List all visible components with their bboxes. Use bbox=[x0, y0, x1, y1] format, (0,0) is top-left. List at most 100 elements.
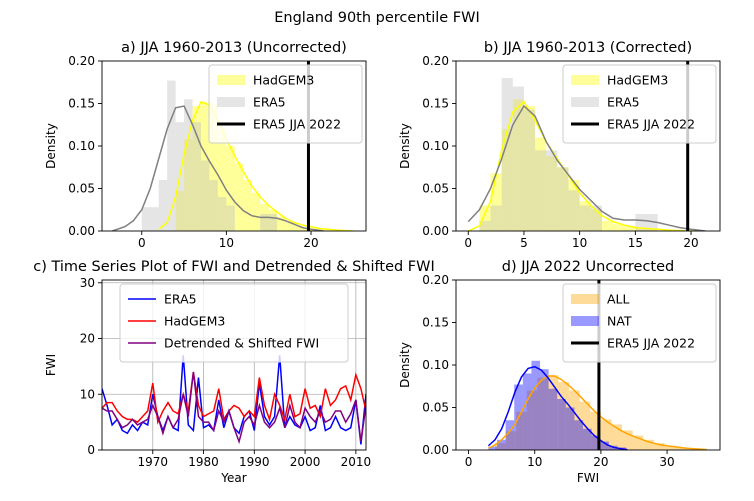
hist-bar-all bbox=[611, 424, 623, 450]
hist-bar-hadgem3 bbox=[579, 201, 591, 231]
hist-bar-hadgem3 bbox=[268, 209, 278, 231]
x-tick-label: 10 bbox=[527, 455, 542, 469]
hist-bar-nat bbox=[540, 369, 549, 450]
legend-swatch bbox=[571, 316, 599, 326]
hist-bar-hadgem3 bbox=[601, 220, 614, 231]
x-tick-label: 1970 bbox=[137, 455, 168, 469]
hist-bar-hadgem3 bbox=[201, 101, 210, 231]
hist-bar-era5 bbox=[217, 197, 227, 231]
hist-bar-era5 bbox=[512, 86, 524, 231]
axes-frame bbox=[101, 279, 367, 451]
panel-c: 1970 1980 1990 2000 2010 0 10 20 30c) Time Serie… bbox=[33, 259, 435, 485]
hist-bar-all bbox=[495, 443, 506, 450]
y-tick-label: 0.05 bbox=[422, 182, 449, 196]
kde-line-hadgem bbox=[158, 100, 354, 231]
hist-bar-era5 bbox=[579, 205, 591, 231]
hist-bar-hadgem3 bbox=[613, 224, 625, 231]
legend-label: ERA5 JJA 2022 bbox=[253, 117, 341, 132]
hist-bar-nat bbox=[488, 446, 498, 450]
hist-bar-all bbox=[600, 419, 612, 450]
hist-bar-hadgem3 bbox=[546, 156, 558, 231]
y-axis-label: Density bbox=[398, 342, 412, 388]
hist-bar-era5 bbox=[635, 214, 658, 231]
series-line-detrended-shifted-fwi bbox=[102, 371, 366, 445]
panel-title: b) JJA 1960-2013 (Corrected) bbox=[484, 40, 692, 56]
hist-bar-era5 bbox=[501, 78, 513, 231]
series-line-era5 bbox=[102, 355, 366, 445]
hist-bar-era5 bbox=[479, 220, 491, 231]
hist-bar-all bbox=[643, 439, 654, 450]
x-tick-label: 15 bbox=[628, 236, 643, 250]
hist-bar-hadgem3 bbox=[568, 180, 580, 231]
x-tick-label: 2000 bbox=[290, 455, 321, 469]
legend-label: ERA5 bbox=[253, 95, 286, 110]
x-axis-label: Year bbox=[220, 471, 246, 485]
hist-bar-hadgem3 bbox=[184, 139, 193, 231]
legend-swatch bbox=[571, 97, 599, 107]
y-tick-label: 0.15 bbox=[68, 97, 95, 111]
hist-bar-nat bbox=[583, 428, 592, 450]
hist-bar-era5 bbox=[557, 167, 569, 231]
y-axis-label: Density bbox=[44, 123, 58, 169]
hist-bar-all bbox=[516, 411, 527, 450]
y-tick-label: 0.00 bbox=[68, 224, 95, 238]
y-tick-label: 0.15 bbox=[422, 316, 449, 330]
kde-line-era5_kde bbox=[111, 105, 324, 231]
legend-frame bbox=[562, 64, 717, 144]
hist-bar-all bbox=[653, 443, 665, 450]
hist-bar-era5 bbox=[226, 205, 235, 231]
hist-bar-all bbox=[547, 375, 559, 450]
legend-label: ALL bbox=[607, 292, 630, 307]
kde-line-hadgem bbox=[467, 100, 703, 231]
kde-line-nat bbox=[487, 365, 628, 450]
hist-bar-hadgem3 bbox=[479, 205, 491, 231]
hist-bar-nat bbox=[522, 373, 532, 450]
hist-bar-nat bbox=[497, 439, 506, 450]
y-tick-label: 20 bbox=[80, 332, 95, 346]
y-tick-label: 0.20 bbox=[422, 54, 449, 68]
panel-title: d) JJA 2022 Uncorrected bbox=[502, 259, 675, 275]
hist-bar-hadgem3 bbox=[646, 228, 658, 231]
x-tick-label: 10 bbox=[572, 236, 587, 250]
y-tick-label: 30 bbox=[80, 276, 95, 290]
y-tick-label: 0 bbox=[87, 443, 95, 457]
y-axis-label: Density bbox=[398, 123, 412, 169]
hist-bar-hadgem3 bbox=[192, 106, 201, 231]
legend-label: Detrended & Shifted FWI bbox=[164, 336, 319, 351]
legend: ERA5 HadGEM3 Detrended & Shifted FWI bbox=[119, 283, 349, 363]
legend: ALL NAT ERA5 JJA 2022 bbox=[562, 283, 717, 363]
hist-bar-hadgem3 bbox=[490, 173, 502, 231]
hist-bar-hadgem3 bbox=[624, 225, 636, 231]
hist-bar-nat bbox=[591, 435, 601, 450]
y-tick-label: 0.20 bbox=[68, 54, 95, 68]
hist-bar-all bbox=[537, 377, 548, 450]
hist-bar-hadgem3 bbox=[175, 191, 185, 231]
plot-area bbox=[467, 61, 706, 231]
legend-swatch bbox=[217, 75, 245, 85]
x-tick-label: 20 bbox=[303, 236, 318, 250]
hist-bar-era5 bbox=[546, 150, 558, 231]
plot-area bbox=[487, 280, 707, 450]
hist-bar-all bbox=[622, 430, 633, 450]
y-tick-label: 0.10 bbox=[422, 139, 449, 153]
hist-bar-nat bbox=[548, 388, 558, 450]
hist-bar-era5 bbox=[490, 205, 502, 231]
y-tick-label: 0.10 bbox=[422, 358, 449, 372]
legend-label: HadGEM3 bbox=[253, 73, 314, 88]
panel-b: 0 5 10 15 20 0.00 0.05 0.10 0.15 0.20 b) JJA 1960-… bbox=[398, 40, 721, 250]
hist-bar-era5 bbox=[167, 80, 176, 231]
legend: HadGEM3 ERA5 ERA5 JJA 2022 bbox=[208, 64, 363, 144]
hist-bar-nat bbox=[565, 407, 575, 450]
hist-bar-era5 bbox=[201, 160, 210, 231]
hist-bar-hadgem3 bbox=[285, 222, 295, 231]
hist-bar-all bbox=[569, 390, 580, 450]
legend-frame bbox=[562, 283, 717, 363]
hist-bar-era5 bbox=[158, 180, 168, 231]
hist-bar-hadgem3 bbox=[535, 137, 547, 231]
hist-bar-hadgem3 bbox=[217, 129, 227, 231]
panel-title: a) JJA 1960-2013 (Uncorrected) bbox=[121, 40, 347, 56]
y-tick-label: 0.15 bbox=[422, 97, 449, 111]
x-tick-label: 0 bbox=[465, 455, 473, 469]
x-tick-label: 20 bbox=[683, 236, 698, 250]
